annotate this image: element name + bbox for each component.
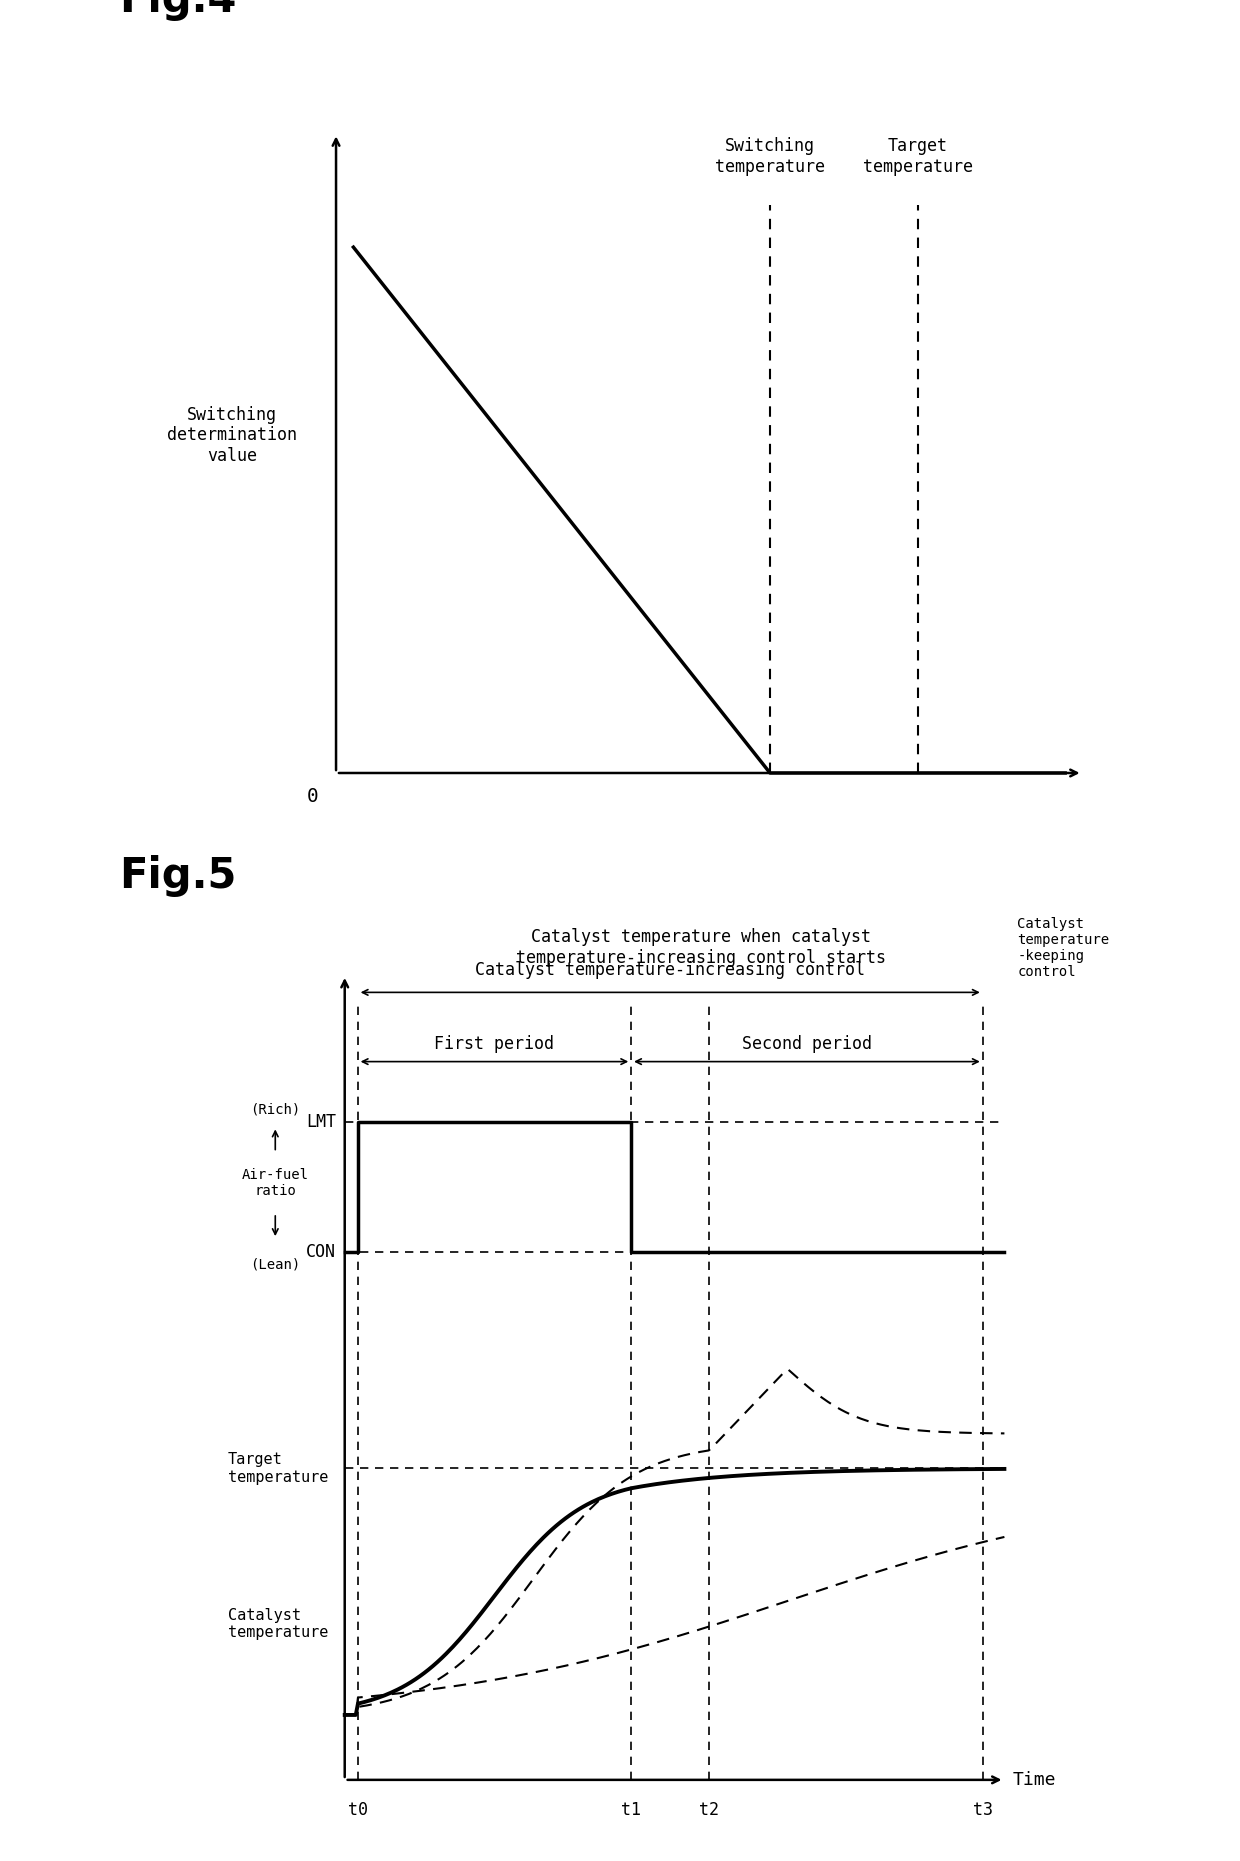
Text: Air-fuel
ratio: Air-fuel ratio	[242, 1167, 309, 1198]
Text: t3: t3	[972, 1801, 993, 1820]
Text: t0: t0	[347, 1801, 368, 1820]
Text: Switching
temperature: Switching temperature	[715, 138, 825, 177]
Text: LMT: LMT	[306, 1113, 336, 1131]
Text: t1: t1	[621, 1801, 641, 1820]
Text: Fig.4: Fig.4	[119, 0, 237, 20]
Text: CON: CON	[306, 1243, 336, 1262]
Text: Switching
determination
value: Switching determination value	[167, 406, 296, 465]
Text: (Rich): (Rich)	[250, 1102, 300, 1117]
Text: Target
temperature: Target temperature	[228, 1452, 327, 1485]
Text: (Lean): (Lean)	[250, 1258, 300, 1271]
Text: Target
temperature: Target temperature	[863, 138, 972, 177]
Text: First period: First period	[434, 1035, 554, 1053]
Text: Second period: Second period	[742, 1035, 872, 1053]
Text: Time: Time	[1013, 1772, 1056, 1788]
Text: Catalyst temperature when catalyst
temperature-increasing control starts: Catalyst temperature when catalyst tempe…	[516, 929, 885, 966]
Text: Catalyst
temperature
-keeping
control: Catalyst temperature -keeping control	[1017, 917, 1110, 979]
Text: 0: 0	[308, 787, 319, 806]
Text: Catalyst temperature-increasing control: Catalyst temperature-increasing control	[475, 962, 866, 979]
Text: Fig.5: Fig.5	[119, 856, 237, 897]
Text: t2: t2	[699, 1801, 719, 1820]
Text: Catalyst
temperature: Catalyst temperature	[228, 1608, 327, 1640]
